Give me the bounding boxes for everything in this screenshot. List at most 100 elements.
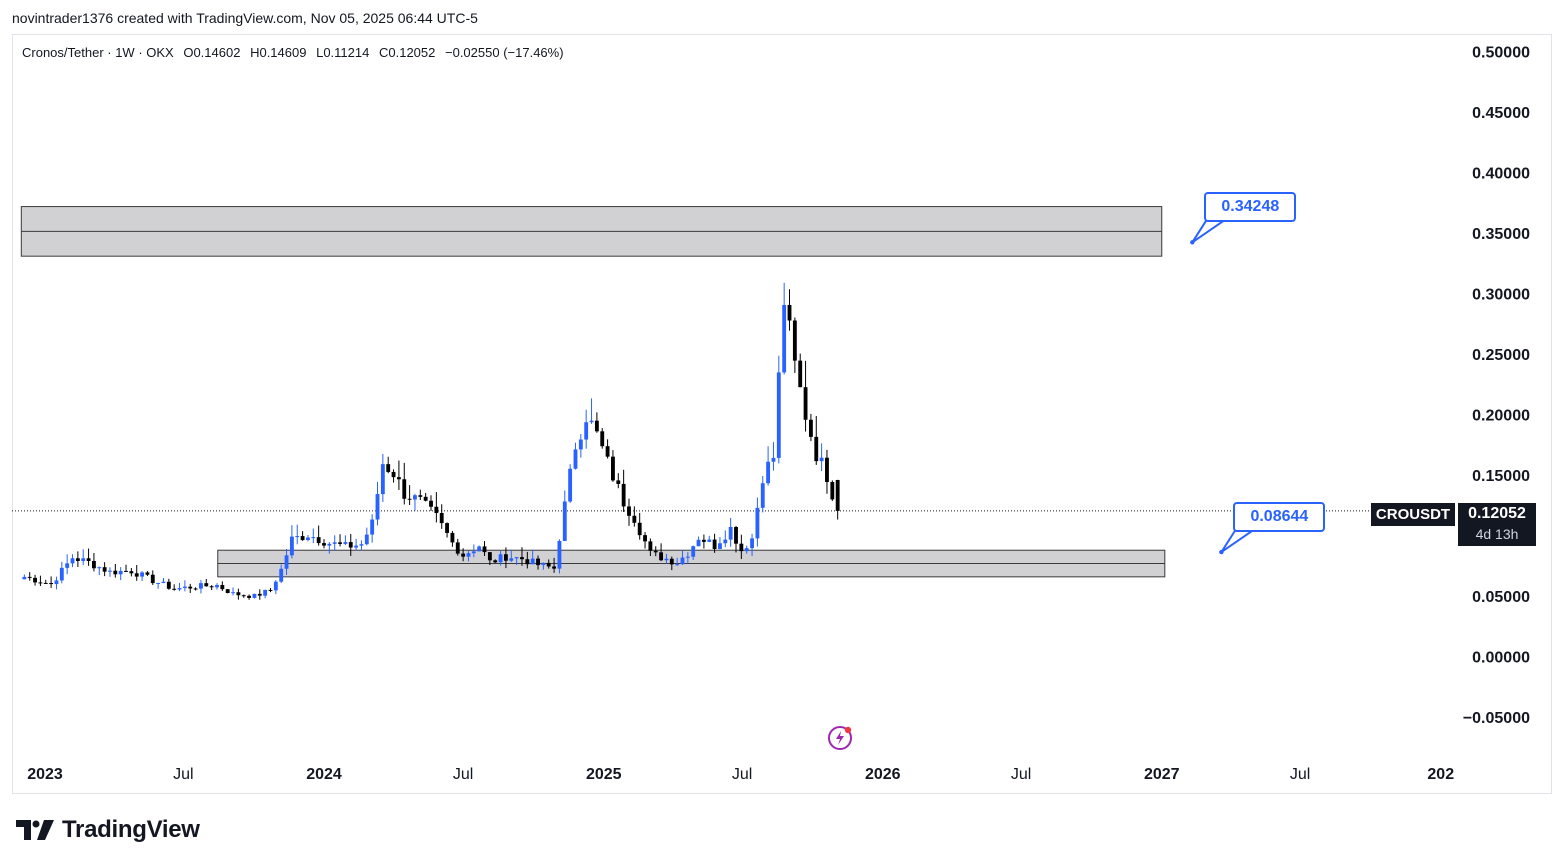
candle — [669, 556, 674, 571]
candle-body — [514, 557, 519, 559]
legend-symbol[interactable]: Cronos/Tether · 1W · OKX — [22, 45, 174, 60]
candle-body — [482, 546, 487, 553]
candle-body — [755, 507, 760, 539]
candle-body — [503, 554, 508, 561]
candle-body — [402, 479, 407, 499]
candle — [691, 545, 696, 560]
candle-body — [241, 595, 246, 597]
candle-body — [605, 446, 610, 457]
candle-body — [536, 558, 540, 566]
candle-body — [407, 498, 412, 500]
candle — [75, 551, 80, 568]
candle-body — [744, 548, 749, 552]
candle-body — [734, 527, 738, 544]
candles[interactable] — [22, 282, 840, 600]
candle-body — [59, 567, 64, 581]
price-callout-lower[interactable]: 0.08644 — [1233, 502, 1326, 533]
candle — [86, 548, 91, 566]
candle — [268, 588, 273, 593]
candle-body — [637, 522, 642, 536]
candle — [199, 580, 203, 594]
candle — [343, 535, 348, 546]
candle — [744, 545, 749, 554]
candle-body — [209, 586, 214, 588]
candle-body — [91, 560, 96, 569]
candle-body — [182, 586, 187, 589]
candle — [295, 524, 300, 545]
candle-body — [268, 589, 273, 591]
candle-body — [49, 583, 54, 585]
symbol-legend[interactable]: Cronos/Tether · 1W · OKX O0.14602 H0.146… — [22, 45, 570, 60]
candle-body — [830, 482, 835, 500]
candle-body — [75, 558, 80, 561]
bar-countdown: 4d 13h — [1475, 526, 1519, 542]
candle — [434, 492, 439, 523]
candle — [594, 412, 599, 433]
candle — [252, 593, 257, 599]
candle — [546, 559, 551, 569]
candle-body — [172, 588, 177, 590]
candle-body — [27, 576, 32, 578]
candle-body — [787, 304, 792, 321]
candle — [364, 527, 369, 546]
candle-body — [113, 570, 118, 575]
candle-body — [471, 551, 476, 554]
y-tick-label: 0.15000 — [1472, 468, 1530, 485]
candle-body — [161, 581, 166, 583]
candle-body — [386, 464, 391, 472]
candle — [429, 495, 433, 511]
candle — [204, 578, 209, 587]
candle-body — [653, 550, 658, 553]
legend-low: L0.11214 — [316, 45, 370, 60]
candle — [145, 571, 150, 577]
candle-body — [134, 573, 139, 577]
candle-body — [156, 582, 161, 584]
candle — [653, 546, 658, 557]
x-tick-label: Jul — [173, 766, 193, 783]
price-callout-upper[interactable]: 0.34248 — [1204, 192, 1297, 223]
candle-body — [423, 496, 428, 501]
candle-body — [225, 589, 230, 594]
candle — [514, 557, 519, 565]
callout-pointer-lower — [1220, 529, 1254, 554]
candle-body — [584, 422, 589, 440]
chart-frame[interactable] — [12, 34, 1552, 794]
candle-body — [204, 583, 209, 587]
candle-body — [728, 527, 733, 540]
candle — [113, 563, 118, 578]
candle — [375, 481, 380, 526]
candle — [627, 498, 631, 526]
candle — [396, 460, 401, 490]
y-tick-label: 0.30000 — [1472, 287, 1530, 304]
candle-body — [648, 541, 653, 551]
candle-body — [102, 567, 107, 572]
candle — [471, 544, 476, 558]
candle — [605, 439, 610, 459]
candle-body — [215, 585, 219, 588]
candle-body — [664, 558, 669, 561]
candle — [621, 469, 626, 512]
candle-body — [819, 457, 824, 462]
lightning-icon[interactable] — [826, 724, 854, 752]
x-tick-label: 2024 — [306, 766, 342, 783]
y-axis[interactable]: 0.50000 0.45000 0.40000 0.35000 0.30000 0.250… — [1463, 45, 1530, 728]
candle — [552, 557, 557, 573]
candle — [54, 576, 59, 590]
brand-logo[interactable]: TradingView — [16, 816, 200, 844]
candle — [659, 543, 664, 562]
callout-pointer-upper — [1191, 219, 1225, 244]
candle-body — [835, 480, 840, 511]
candle — [118, 567, 123, 581]
candle — [91, 553, 96, 572]
candle — [455, 538, 460, 556]
candle — [814, 416, 819, 465]
candle — [487, 552, 492, 566]
candle-body — [562, 501, 567, 541]
candle — [27, 572, 32, 581]
candle — [739, 534, 744, 560]
candle-body — [594, 420, 599, 432]
candle — [359, 540, 364, 551]
x-axis[interactable]: 2023 Jul 2024 Jul 2025 Jul 2026 Jul 2027 Jul 202 — [27, 766, 1454, 783]
candle — [49, 576, 54, 588]
